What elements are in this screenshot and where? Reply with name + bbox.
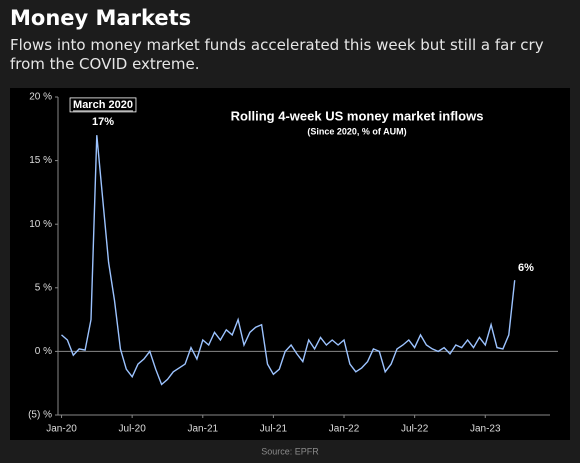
chart-title: Rolling 4-week US money market inflows <box>231 108 484 123</box>
y-tick-label: 20 % <box>29 92 52 103</box>
y-tick-label: 0 % <box>35 346 52 357</box>
x-tick-label: Jul-22 <box>401 424 429 435</box>
y-tick-label: 10 % <box>29 219 52 230</box>
y-tick-label: 15 % <box>29 155 52 166</box>
annotation: 17% <box>92 116 114 128</box>
x-tick-label: Jan-21 <box>187 424 218 435</box>
chart-background <box>10 88 570 440</box>
annotation-box <box>69 97 137 113</box>
x-tick-label: Jul-21 <box>260 424 288 435</box>
source: Source: EPFR <box>261 446 319 456</box>
x-tick-label: Jan-20 <box>46 424 77 435</box>
x-tick-label: Jan-22 <box>329 424 360 435</box>
annotation: March 2020 <box>73 99 133 111</box>
chart-subtitle: (Since 2020, % of AUM) <box>307 126 406 136</box>
y-tick-label: (5) % <box>28 410 52 421</box>
y-tick-label: 5 % <box>35 282 52 293</box>
x-tick-label: Jul-20 <box>119 424 147 435</box>
series-line <box>61 135 516 386</box>
header: Money Markets Flows into money market fu… <box>10 6 572 74</box>
page-subtitle: Flows into money market funds accelerate… <box>10 36 544 73</box>
page-title: Money Markets <box>10 6 192 30</box>
annotation: 6% <box>518 262 534 274</box>
x-tick-label: Jan-23 <box>470 424 501 435</box>
